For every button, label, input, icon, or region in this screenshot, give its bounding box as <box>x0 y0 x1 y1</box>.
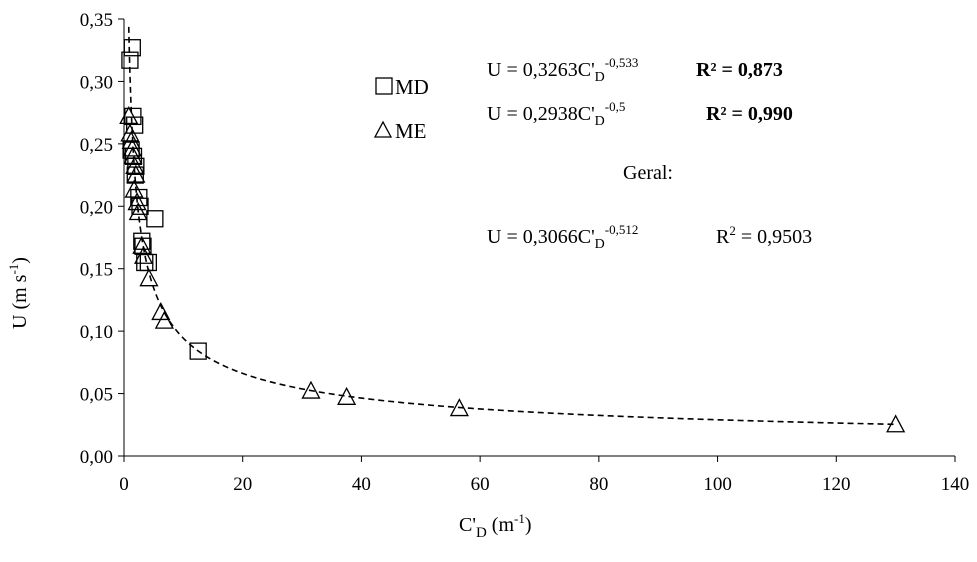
fit-curve-group <box>127 26 896 426</box>
y-axis-title: U (m s-1) <box>6 257 31 329</box>
y-tick-label: 0,35 <box>80 10 113 31</box>
y-tick-label: 0,20 <box>80 197 113 218</box>
point-me <box>120 123 140 142</box>
point-me <box>886 414 906 433</box>
x-tick-label: 0 <box>119 474 129 495</box>
point-me <box>132 235 152 254</box>
axes: 0,00 0,05 0,10 0,15 0,20 0,25 0,30 0,35 0 20 40 60 8… <box>80 10 970 495</box>
x-tick-label: 60 <box>471 474 490 495</box>
x-tick-label: 120 <box>822 474 851 495</box>
r2-md: R² = 0,873 <box>696 59 783 81</box>
r2-me: R² = 0,990 <box>706 103 793 125</box>
point-md <box>189 342 207 360</box>
point-md <box>124 107 142 126</box>
point-me <box>128 202 148 221</box>
equation-general-label: Geral: <box>623 162 673 184</box>
point-me <box>122 138 142 157</box>
r2-general: R2 = 0,9503 <box>716 223 812 248</box>
y-tick-label: 0,15 <box>80 260 113 281</box>
point-me <box>449 398 469 417</box>
point-md <box>121 51 139 69</box>
legend-marker-md <box>375 77 393 95</box>
point-me <box>154 310 174 329</box>
equations: U = 0,3263C'D-0,533 R² = 0,873 U = 0,293… <box>487 55 812 252</box>
point-me <box>127 192 147 211</box>
point-md <box>146 210 164 228</box>
point-me <box>125 155 145 174</box>
point-me <box>301 380 321 399</box>
point-me <box>139 268 159 287</box>
point-me <box>126 164 146 183</box>
x-tick-label: 20 <box>233 474 252 495</box>
y-tick-label: 0,00 <box>80 447 113 468</box>
point-md <box>136 253 154 272</box>
point-me <box>134 245 154 264</box>
legend-label-me: ME <box>395 119 427 143</box>
x-axis-title: C'D (m-1) <box>459 511 532 541</box>
point-me <box>337 386 357 405</box>
point-md <box>123 39 141 57</box>
x-tick-label: 40 <box>352 474 371 495</box>
y-tick-label: 0,30 <box>80 72 113 93</box>
data-points <box>119 39 906 433</box>
y-tick-label: 0,25 <box>80 135 113 156</box>
y-tick-label: 0,10 <box>80 322 113 343</box>
equation-general: U = 0,3066C'D-0,512 <box>487 222 638 252</box>
equation-md: U = 0,3263C'D-0,533 <box>487 55 638 85</box>
legend-label-md: MD <box>395 75 429 99</box>
equation-me: U = 0,2938C'D-0,5 <box>487 99 625 129</box>
x-tick-label: 140 <box>941 474 970 495</box>
point-me <box>123 145 143 164</box>
point-me <box>124 179 144 198</box>
y-tick-label: 0,05 <box>80 385 113 406</box>
fit-curve <box>127 26 896 426</box>
x-tick-label: 80 <box>589 474 608 495</box>
x-tick-label: 100 <box>703 474 732 495</box>
point-me <box>119 106 139 125</box>
point-me <box>121 130 141 150</box>
legend: MD ME <box>373 75 429 143</box>
legend-marker-me <box>373 120 393 138</box>
